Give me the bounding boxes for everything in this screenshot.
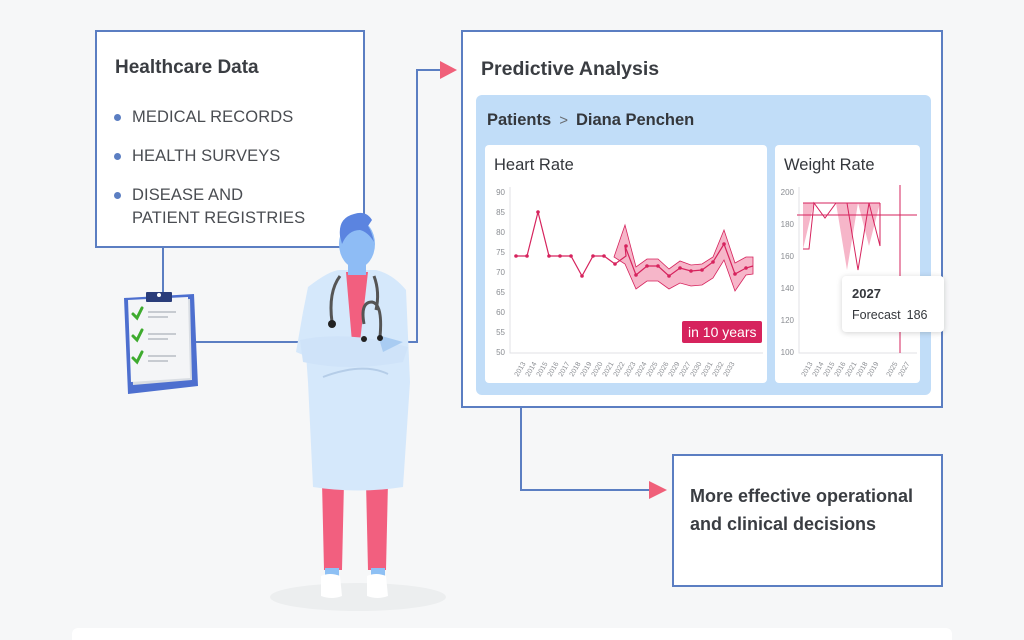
svg-text:70: 70	[496, 268, 505, 277]
svg-text:140: 140	[781, 284, 795, 293]
svg-text:75: 75	[496, 248, 505, 257]
weight-rate-card: 200 180 160 140 120 100 2013 2014 2015 2016 …	[775, 145, 920, 383]
svg-text:2019: 2019	[867, 361, 881, 378]
breadcrumb: Patients > Diana Penchen	[487, 111, 694, 130]
bullet-icon	[114, 153, 121, 160]
patient-panel: Patients > Diana Penchen 90 85 80 75 70 65 60 5…	[476, 95, 931, 395]
list-item: HEALTH SURVEYS	[113, 145, 305, 168]
svg-text:2027: 2027	[898, 361, 912, 378]
predictive-analysis-box: Predictive Analysis Patients > Diana Pench…	[461, 30, 943, 408]
healthcare-data-title: Healthcare Data	[115, 57, 259, 78]
svg-text:2033: 2033	[723, 361, 737, 378]
healthcare-data-list: MEDICAL RECORDS HEALTH SURVEYS DISEASE A…	[113, 106, 305, 246]
y-axis-ticks: 90 85 80 75 70 65 60 55 50	[496, 188, 505, 357]
healthcare-data-box: Healthcare Data MEDICAL RECORDS HEALTH S…	[95, 30, 365, 248]
svg-text:85: 85	[496, 208, 505, 217]
svg-text:180: 180	[781, 220, 795, 229]
x-axis-ticks: 2013 2014 2015 2016 2017 2018 2019 2020 …	[514, 361, 737, 378]
forecast-badge[interactable]: in 10 years	[682, 321, 763, 343]
svg-text:55: 55	[496, 328, 505, 337]
svg-text:60: 60	[496, 308, 505, 317]
predictive-analysis-title: Predictive Analysis	[481, 58, 660, 80]
weight-lower-line	[803, 201, 881, 271]
chevron-right-icon: >	[559, 112, 568, 129]
tooltip-year: 2027	[852, 286, 881, 301]
breadcrumb-patients[interactable]: Patients	[487, 111, 552, 129]
tooltip-value: Forecast 186	[852, 308, 928, 322]
heart-rate-line	[516, 211, 754, 278]
arrow-right-icon	[649, 481, 667, 499]
svg-text:65: 65	[496, 288, 505, 297]
svg-text:160: 160	[781, 252, 795, 261]
doctor-illustration	[270, 212, 446, 611]
footer-panel	[72, 628, 952, 640]
svg-text:200: 200	[781, 188, 795, 197]
weight-rate-title: Weight Rate	[784, 156, 875, 174]
arrow-right-icon	[440, 61, 457, 79]
bullet-icon	[114, 192, 121, 199]
svg-text:50: 50	[496, 348, 505, 357]
svg-text:90: 90	[496, 188, 505, 197]
clipboard-icon	[124, 292, 198, 394]
outcome-box: More effective operational and clinical …	[672, 454, 943, 587]
svg-text:100: 100	[781, 348, 795, 357]
bullet-icon	[114, 114, 121, 121]
heart-rate-chart: 90 85 80 75 70 65 60 55 50	[496, 187, 763, 378]
y-axis-ticks: 200 180 160 140 120 100	[781, 188, 795, 357]
outcome-text: More effective operational and clinical …	[690, 486, 914, 534]
list-item: MEDICAL RECORDS	[113, 106, 305, 129]
breadcrumb-current: Diana Penchen	[575, 111, 695, 129]
svg-text:80: 80	[496, 228, 505, 237]
list-item: DISEASE AND PATIENT REGISTRIES	[113, 184, 305, 230]
heart-rate-card: 90 85 80 75 70 65 60 55 50	[485, 145, 767, 383]
svg-text:120: 120	[781, 316, 795, 325]
weight-rate-chart: 200 180 160 140 120 100 2013 2014 2015 2016 …	[781, 185, 917, 378]
x-axis-ticks: 2013 2014 2015 2016 2021 2018 2019 2025 …	[801, 361, 912, 378]
forecast-tooltip: 2027 Forecast 186	[842, 276, 944, 332]
heart-rate-title: Heart Rate	[494, 156, 574, 174]
